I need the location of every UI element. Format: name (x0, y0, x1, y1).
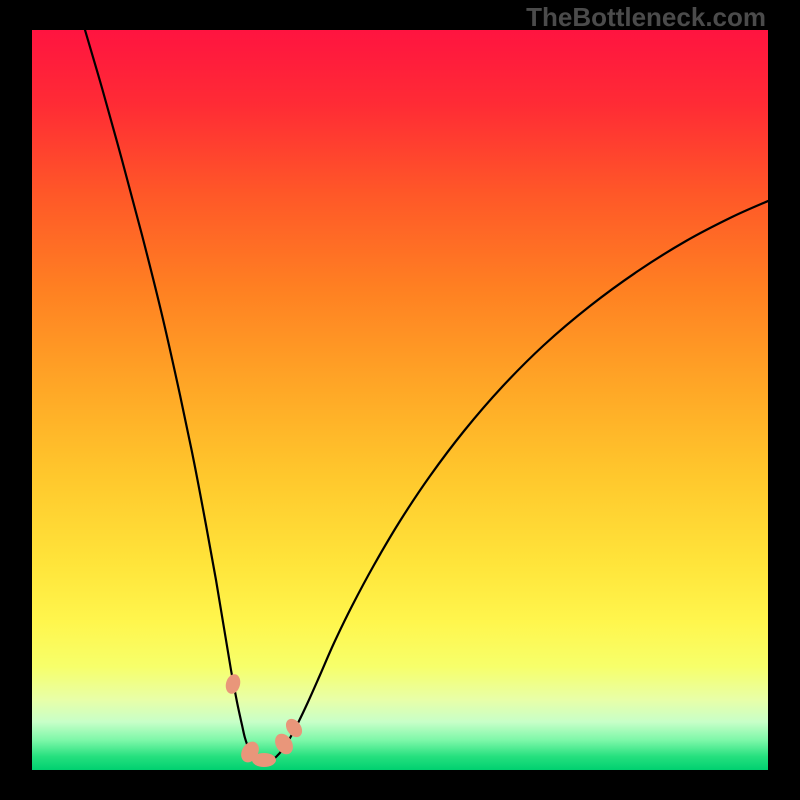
chart-frame: TheBottleneck.com (0, 0, 800, 800)
curve-layer (32, 30, 768, 770)
marker-point (252, 753, 276, 767)
marker-point (224, 672, 243, 695)
plot-area (32, 30, 768, 770)
watermark-text: TheBottleneck.com (526, 2, 766, 33)
bottleneck-curve (85, 30, 768, 762)
